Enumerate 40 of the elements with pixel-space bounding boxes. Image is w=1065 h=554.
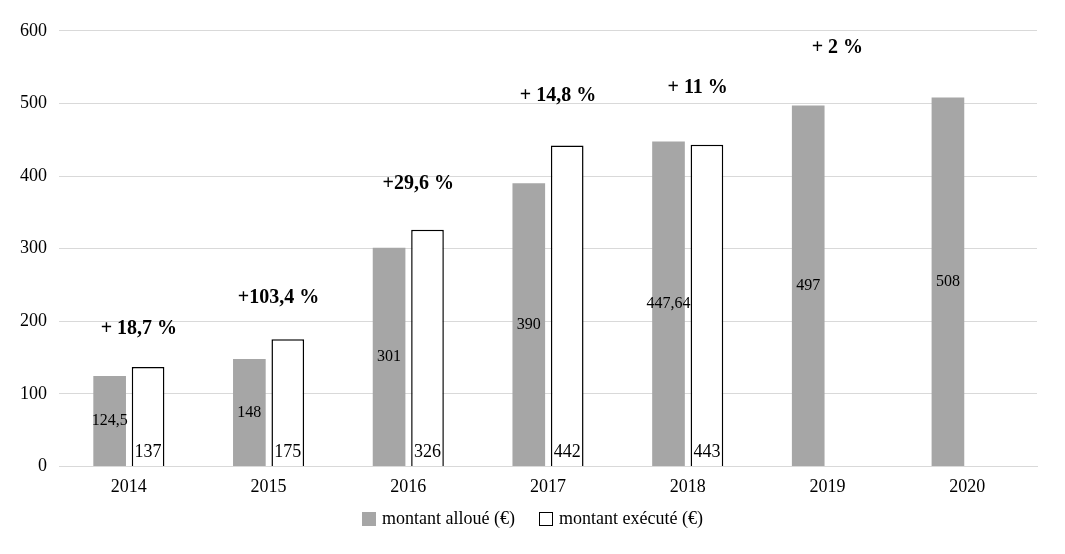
data-label: 124,5 [91,411,128,429]
bar [233,358,266,466]
data-label: 175 [274,440,302,461]
data-label: 148 [237,402,262,420]
legend-label: montant alloué (€) [382,508,515,529]
annotation: +29,6 % [382,170,454,193]
data-label: 301 [377,347,402,365]
bar [512,183,546,466]
y-tick-label: 100 [20,382,47,403]
y-tick-label: 200 [20,309,47,330]
x-tick-label: 2016 [390,475,427,496]
annotation: + 2 % [811,34,864,57]
data-label: 508 [935,271,960,289]
y-tick-label: 600 [20,19,47,40]
bar [791,105,825,466]
x-tick-label: 2017 [530,475,566,496]
y-tick-label: 400 [20,164,47,185]
data-label: 326 [414,440,441,461]
data-label: 442 [553,440,581,461]
data-label: 447,64 [646,293,691,311]
annotation: + 18,7 % [100,316,178,339]
annotation: + 11 % [667,74,728,97]
y-tick-label: 500 [20,92,47,113]
data-label: 443 [693,440,721,461]
annotation: + 14,8 % [519,82,597,105]
data-label: 390 [516,314,541,332]
y-tick-label: 300 [20,237,47,258]
x-tick-label: 2018 [669,475,706,496]
x-tick-label: 2014 [110,475,147,496]
x-tick-label: 2020 [949,475,986,496]
x-tick-label: 2015 [250,475,287,496]
data-label: 137 [134,440,162,461]
x-tick-label: 2019 [809,475,846,496]
bar [93,376,126,466]
y-tick-label: 0 [38,455,47,476]
data-label: 497 [796,275,821,293]
bar [372,247,406,466]
bar [931,97,965,466]
annotation: +103,4 % [237,284,320,307]
text: montant exécuté (€) [559,508,703,529]
